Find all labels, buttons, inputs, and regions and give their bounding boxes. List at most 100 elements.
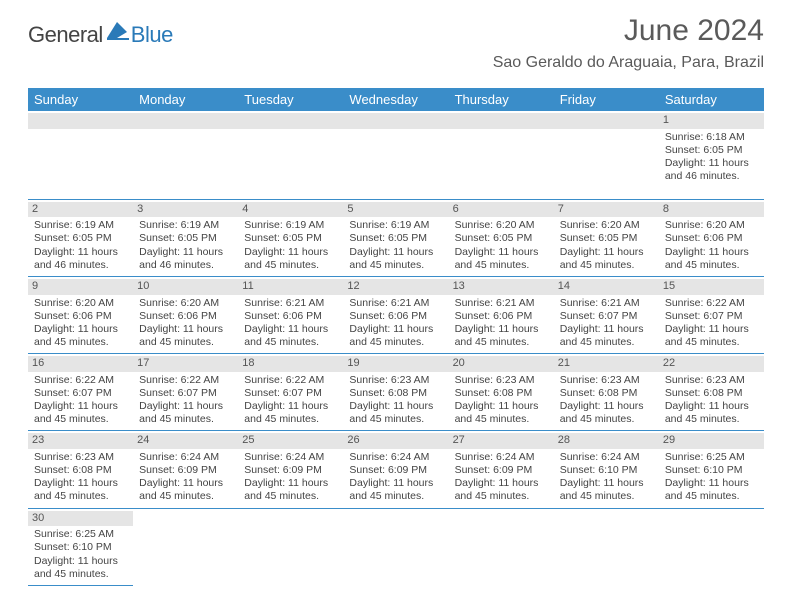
day-number: 20 [449,356,554,372]
daylight-line: Daylight: 11 hours and 45 minutes. [139,400,232,426]
calendar-day: 19Sunrise: 6:23 AMSunset: 6:08 PMDayligh… [343,354,448,431]
sunset-line: Sunset: 6:07 PM [560,310,653,323]
sunrise-line: Sunrise: 6:21 AM [244,297,337,310]
day-number: 27 [449,433,554,449]
sunset-line: Sunset: 6:05 PM [349,232,442,245]
calendar-empty [343,111,448,199]
day-number-empty [343,113,448,129]
day-number: 4 [238,202,343,218]
sunset-line: Sunset: 6:09 PM [455,464,548,477]
daylight-line: Daylight: 11 hours and 45 minutes. [34,323,127,349]
calendar-day: 22Sunrise: 6:23 AMSunset: 6:08 PMDayligh… [659,354,764,431]
calendar-day: 27 Sunrise: 6:24 AMSunset: 6:09 PMDayligh… [449,431,554,508]
day-number: 23 [28,433,133,449]
sunrise-line: Sunrise: 6:21 AM [455,297,548,310]
daylight-line: Daylight: 11 hours and 45 minutes. [349,400,442,426]
daylight-line: Daylight: 11 hours and 45 minutes. [244,477,337,503]
sunset-line: Sunset: 6:05 PM [455,232,548,245]
calendar-day: 18Sunrise: 6:22 AMSunset: 6:07 PMDayligh… [238,354,343,431]
calendar-empty [343,508,448,585]
sunrise-line: Sunrise: 6:20 AM [455,219,548,232]
day-number: 5 [343,202,448,218]
sunset-line: Sunset: 6:06 PM [665,232,758,245]
daylight-line: Daylight: 11 hours and 45 minutes. [349,246,442,272]
day-number: 30 [28,511,133,527]
sunrise-line: Sunrise: 6:22 AM [139,374,232,387]
day-number: 15 [659,279,764,295]
sunrise-line: Sunrise: 6:18 AM [665,131,758,144]
day-number: 22 [659,356,764,372]
daylight-line: Daylight: 11 hours and 45 minutes. [560,246,653,272]
calendar-table: SundayMondayTuesdayWednesdayThursdayFrid… [28,88,764,586]
sunrise-line: Sunrise: 6:19 AM [139,219,232,232]
sunrise-line: Sunrise: 6:24 AM [560,451,653,464]
sunset-line: Sunset: 6:06 PM [455,310,548,323]
location-text: Sao Geraldo do Araguaia, Para, Brazil [493,54,764,72]
calendar-empty [449,111,554,199]
sunset-line: Sunset: 6:09 PM [349,464,442,477]
sunrise-line: Sunrise: 6:24 AM [244,451,337,464]
day-header: Monday [133,88,238,111]
sunset-line: Sunset: 6:08 PM [560,387,653,400]
page-title: June 2024 [624,14,764,48]
day-number-empty [133,113,238,129]
sunrise-line: Sunrise: 6:20 AM [34,297,127,310]
day-header: Saturday [659,88,764,111]
day-number: 13 [449,279,554,295]
brand-part1: General [28,22,103,48]
calendar-empty [659,508,764,585]
calendar-day: 10Sunrise: 6:20 AMSunset: 6:06 PMDayligh… [133,276,238,353]
daylight-line: Daylight: 11 hours and 45 minutes. [349,323,442,349]
calendar-day: 14Sunrise: 6:21 AMSunset: 6:07 PMDayligh… [554,276,659,353]
calendar-day: 5Sunrise: 6:19 AMSunset: 6:05 PMDaylight… [343,199,448,276]
sunrise-line: Sunrise: 6:20 AM [560,219,653,232]
calendar-day: 24Sunrise: 6:24 AMSunset: 6:09 PMDayligh… [133,431,238,508]
day-number: 24 [133,433,238,449]
daylight-line: Daylight: 11 hours and 45 minutes. [349,477,442,503]
daylight-line: Daylight: 11 hours and 45 minutes. [455,246,548,272]
sunset-line: Sunset: 6:08 PM [455,387,548,400]
calendar-day: 21Sunrise: 6:23 AMSunset: 6:08 PMDayligh… [554,354,659,431]
sunset-line: Sunset: 6:08 PM [349,387,442,400]
daylight-line: Daylight: 11 hours and 45 minutes. [560,477,653,503]
calendar-empty [133,111,238,199]
daylight-line: Daylight: 11 hours and 45 minutes. [244,323,337,349]
sunrise-line: Sunrise: 6:19 AM [349,219,442,232]
sunset-line: Sunset: 6:06 PM [244,310,337,323]
daylight-line: Daylight: 11 hours and 46 minutes. [665,157,758,183]
calendar-day: 30Sunrise: 6:25 AMSunset: 6:10 PMDayligh… [28,508,133,585]
calendar-day: 6Sunrise: 6:20 AMSunset: 6:05 PMDaylight… [449,199,554,276]
calendar-day: 9Sunrise: 6:20 AMSunset: 6:06 PMDaylight… [28,276,133,353]
sunset-line: Sunset: 6:10 PM [665,464,758,477]
brand-part2: Blue [131,22,173,48]
day-number: 17 [133,356,238,372]
calendar-day: 2Sunrise: 6:19 AMSunset: 6:05 PMDaylight… [28,199,133,276]
day-number: 26 [343,433,448,449]
daylight-line: Daylight: 11 hours and 45 minutes. [455,323,548,349]
calendar-empty [554,111,659,199]
sunrise-line: Sunrise: 6:25 AM [34,528,127,541]
calendar-day: 17Sunrise: 6:22 AMSunset: 6:07 PMDayligh… [133,354,238,431]
sunrise-line: Sunrise: 6:21 AM [560,297,653,310]
sunrise-line: Sunrise: 6:24 AM [455,451,548,464]
sunset-line: Sunset: 6:05 PM [139,232,232,245]
sunset-line: Sunset: 6:09 PM [139,464,232,477]
calendar-day: 25Sunrise: 6:24 AMSunset: 6:09 PMDayligh… [238,431,343,508]
daylight-line: Daylight: 11 hours and 45 minutes. [665,477,758,503]
calendar-body: 1Sunrise: 6:18 AMSunset: 6:05 PMDaylight… [28,111,764,585]
sunrise-line: Sunrise: 6:24 AM [349,451,442,464]
calendar-day: 4Sunrise: 6:19 AMSunset: 6:05 PMDaylight… [238,199,343,276]
day-number: 3 [133,202,238,218]
daylight-line: Daylight: 11 hours and 45 minutes. [455,477,548,503]
sunrise-line: Sunrise: 6:23 AM [349,374,442,387]
calendar-empty [28,111,133,199]
calendar-day: 12Sunrise: 6:21 AMSunset: 6:06 PMDayligh… [343,276,448,353]
calendar-day: 13 Sunrise: 6:21 AMSunset: 6:06 PMDayligh… [449,276,554,353]
calendar-day: 8Sunrise: 6:20 AMSunset: 6:06 PMDaylight… [659,199,764,276]
sunset-line: Sunset: 6:06 PM [139,310,232,323]
sunset-line: Sunset: 6:10 PM [34,541,127,554]
daylight-line: Daylight: 11 hours and 45 minutes. [139,477,232,503]
sunset-line: Sunset: 6:05 PM [244,232,337,245]
day-header: Thursday [449,88,554,111]
calendar-day: 15Sunrise: 6:22 AMSunset: 6:07 PMDayligh… [659,276,764,353]
